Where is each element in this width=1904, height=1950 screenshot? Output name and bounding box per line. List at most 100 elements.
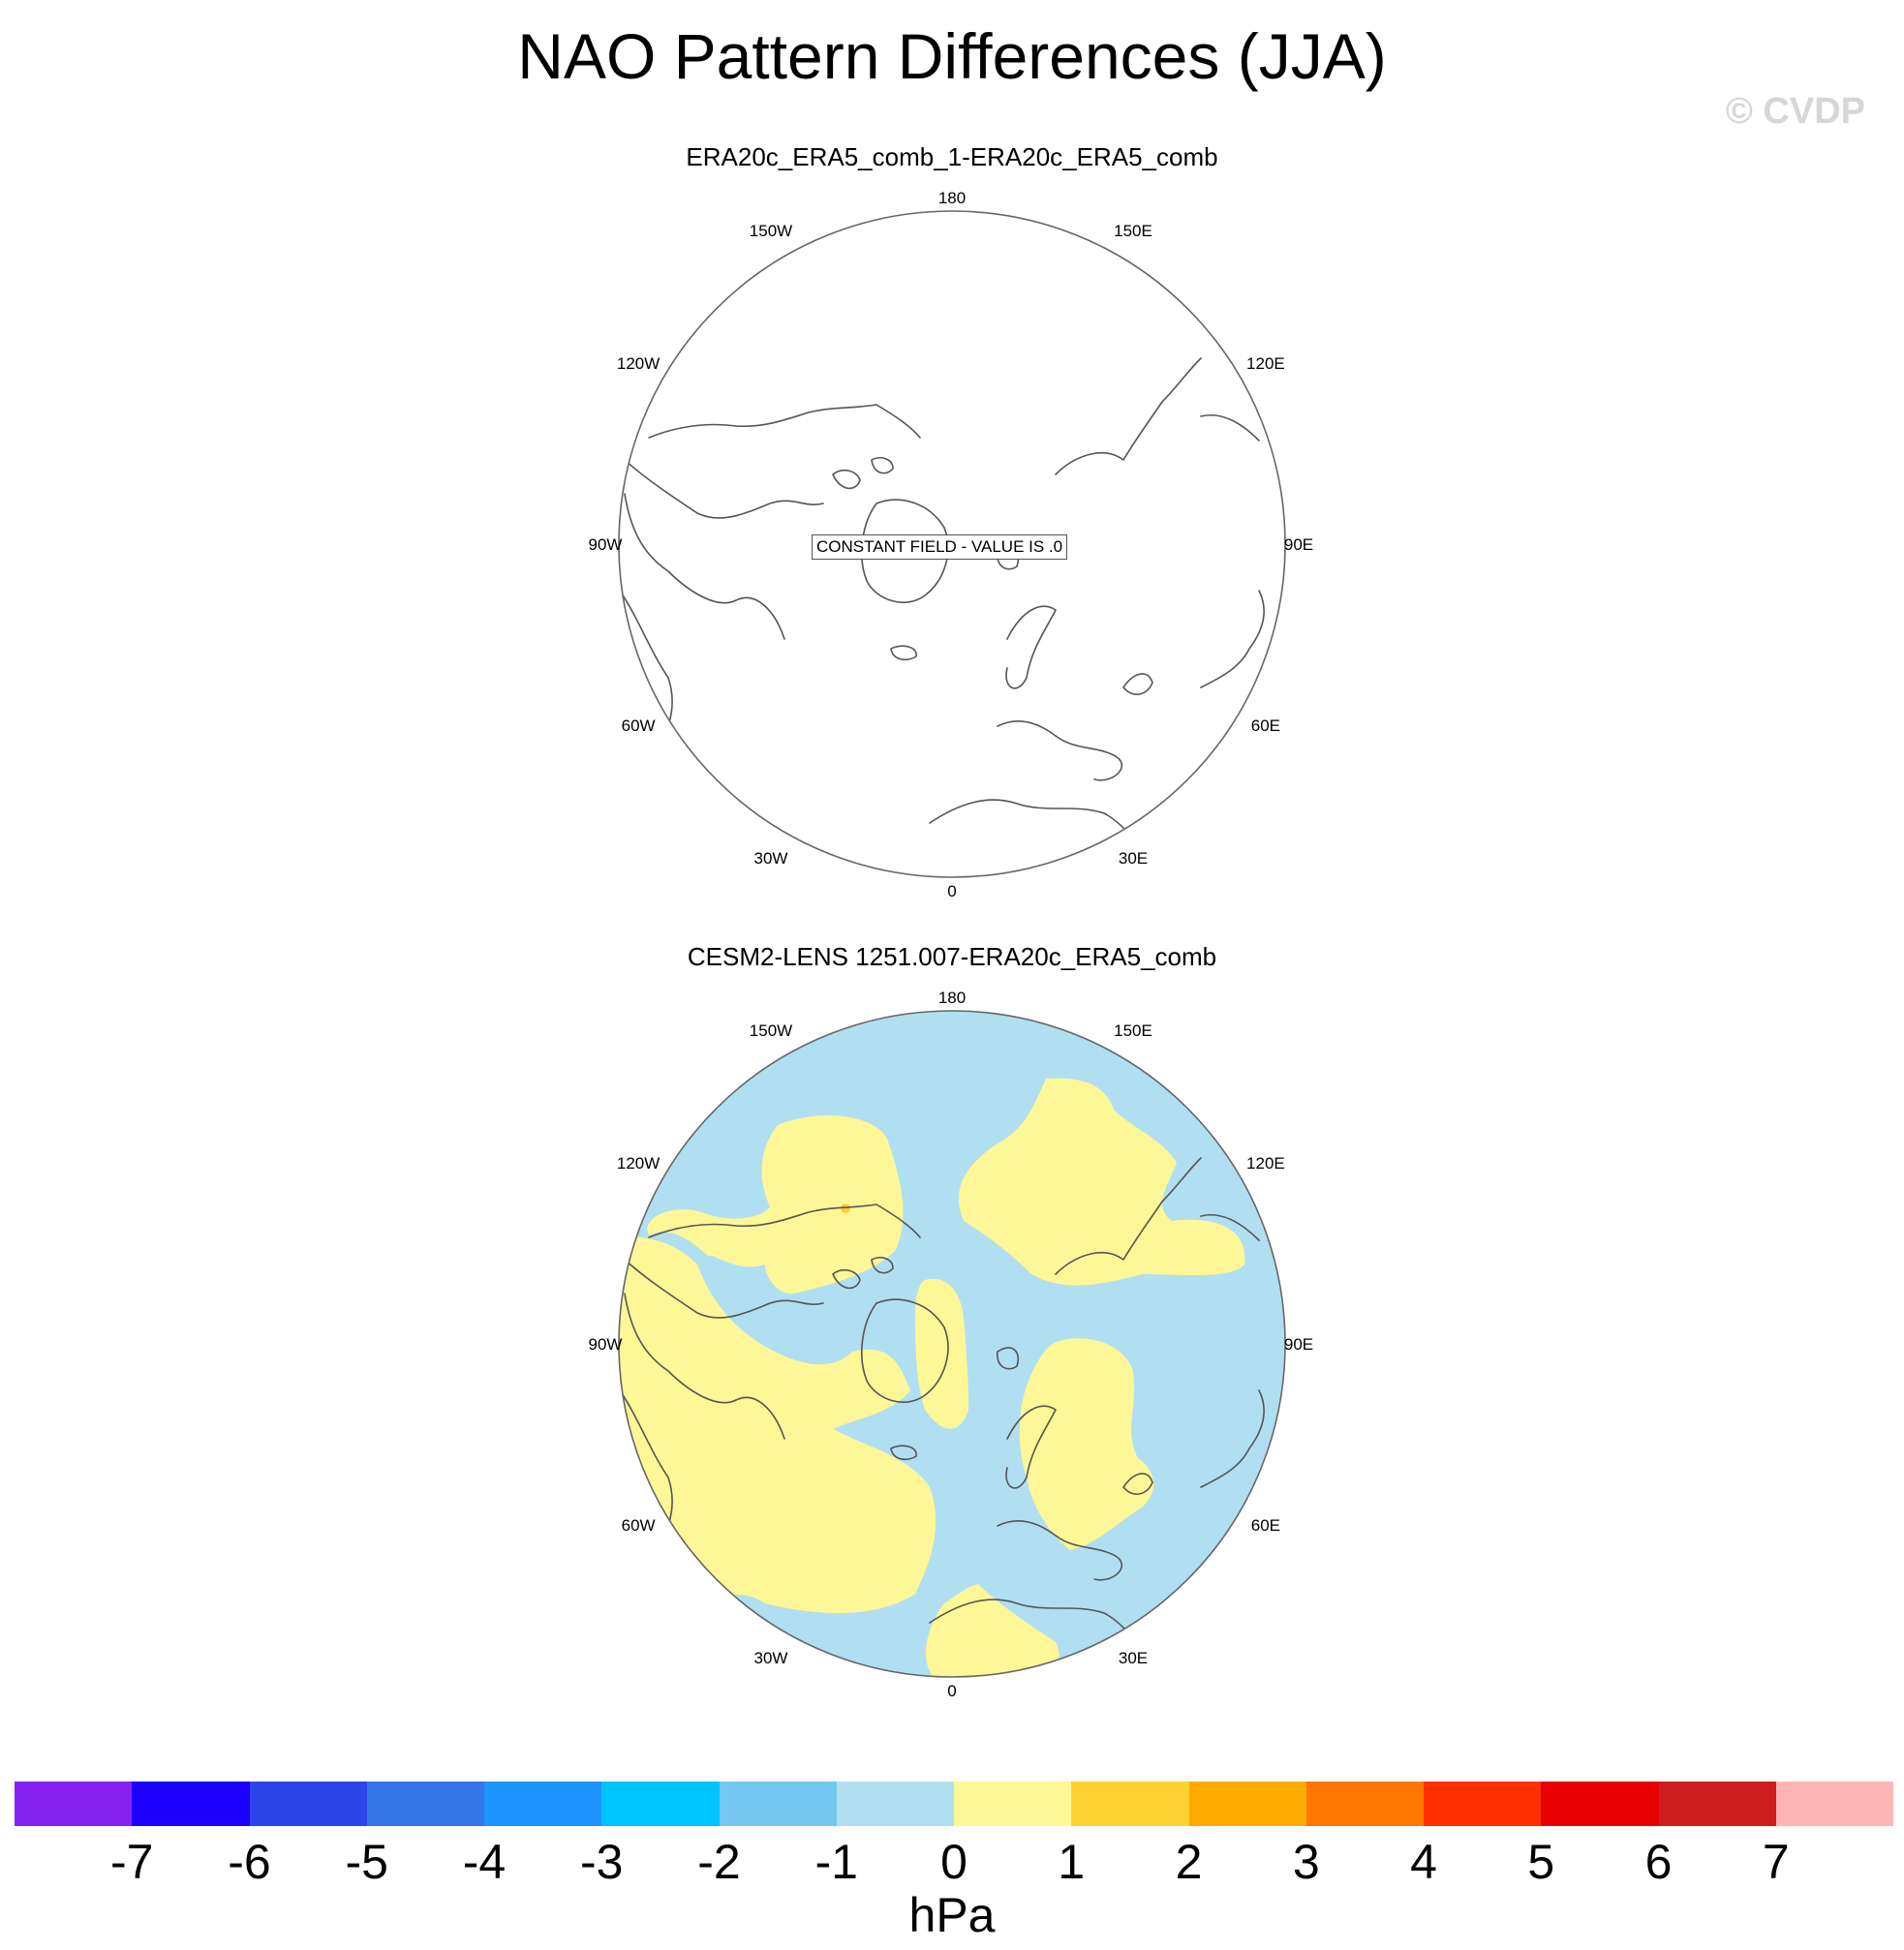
longitude-label: 0: [947, 882, 956, 900]
cvdp-watermark: © CVDP: [1725, 91, 1865, 132]
colorbar-cell: [1775, 1782, 1893, 1826]
panel-2-longitude-labels: 180 150E 120E 90E 60E 30E 0 30W 60W 90W 120W 150W: [589, 989, 1314, 1700]
colorbar-tick-label: -3: [580, 1835, 624, 1889]
longitude-label: 30W: [754, 1649, 788, 1667]
panel-2-map-border: [618, 1010, 1286, 1678]
coastline-segment: [871, 1257, 894, 1274]
colorbar-tick-label: 1: [1058, 1835, 1086, 1889]
coastline-segment: [1122, 1473, 1153, 1495]
longitude-label: 60E: [1251, 1516, 1280, 1535]
longitude-label: 30W: [754, 849, 788, 868]
figure-title: NAO Pattern Differences (JJA): [517, 20, 1387, 92]
coastline-segment: [832, 1268, 861, 1290]
longitude-label: 90W: [589, 1335, 623, 1354]
colorbar-cell: [601, 1782, 720, 1826]
colorbar-tick-label: 4: [1410, 1835, 1437, 1889]
longitude-label: 90E: [1284, 535, 1313, 554]
coastline-segment: [871, 457, 894, 474]
longitude-label: 150E: [1114, 1021, 1152, 1040]
longitude-label: 180: [938, 989, 966, 1007]
panel-2-title: CESM2-LENS 1251.007-ERA20c_ERA5_comb: [687, 942, 1217, 971]
longitude-label: 60W: [622, 1516, 656, 1535]
panel-1-longitude-labels: 180 150E 120E 90E 60E 30E 0 30W 60W 90W 120W 150W: [589, 189, 1314, 900]
coastline-segment: [624, 1293, 785, 1440]
longitude-label: 120W: [617, 354, 660, 373]
coastline-segment: [648, 1204, 921, 1238]
coastline-segment: [890, 1445, 917, 1461]
longitude-label: 30E: [1119, 849, 1148, 868]
coastline-segment: [997, 720, 1122, 781]
coastline-segment: [624, 493, 785, 640]
coastline-segment: [1200, 1389, 1265, 1488]
longitude-label: 0: [947, 1682, 956, 1700]
coastline-segment: [1200, 414, 1260, 442]
longitude-label: 120E: [1246, 1154, 1285, 1173]
longitude-label: 150W: [750, 222, 792, 240]
colorbar-units: hPa: [908, 1888, 996, 1942]
longitude-label: 120W: [617, 1154, 660, 1173]
panel-2-contour-fills: [619, 1078, 1245, 1677]
positive-region-north-africa: [926, 1584, 1059, 1677]
coastline-segment: [997, 1347, 1019, 1370]
positive-region-north-pacific: [647, 1114, 904, 1295]
coastline-segment: [861, 1298, 949, 1404]
colorbar-tick-label: -1: [814, 1835, 858, 1889]
longitude-label: 90W: [589, 535, 623, 554]
longitude-label: 90E: [1284, 1335, 1313, 1354]
coastline-segment: [1005, 1405, 1057, 1489]
colorbar-cell: [1658, 1782, 1776, 1826]
colorbar-tick-label: 6: [1644, 1835, 1673, 1889]
colorbar-cell: [1188, 1782, 1306, 1826]
longitude-label: 150W: [750, 1021, 792, 1040]
colorbar-tick-label: 7: [1762, 1835, 1790, 1889]
coastline-segment: [1055, 357, 1202, 475]
colorbar: [15, 1782, 1893, 1826]
colorbar-cell: [836, 1782, 954, 1826]
longitude-label: 60E: [1251, 716, 1280, 735]
colorbar-tick-label: 3: [1292, 1835, 1320, 1889]
colorbar-cell: [484, 1782, 602, 1826]
colorbar-cell: [1541, 1782, 1659, 1826]
colorbar-tick-label: -7: [110, 1835, 154, 1889]
colorbar-tick-label: 5: [1527, 1835, 1555, 1889]
colorbar-tick-label: 2: [1175, 1835, 1203, 1889]
positive-region-siberia: [958, 1078, 1245, 1286]
colorbar-labels: -7 -6 -5 -4 -3 -2 -1 0 1 2 3 4 5 6 7: [0, 1835, 1904, 1893]
positive-1-2-spot: [841, 1204, 850, 1213]
coastline-segment: [619, 454, 824, 519]
coastline-segment: [1200, 590, 1265, 688]
positive-region-north-america-atlantic: [619, 1235, 937, 1613]
colorbar-tick-label: -2: [697, 1835, 741, 1889]
panel-2-coastlines: [619, 1157, 1265, 1653]
longitude-label: 60W: [622, 716, 656, 735]
colorbar-cell: [249, 1782, 367, 1826]
colorbar-tick-label: -4: [462, 1835, 507, 1889]
coastline-segment: [832, 469, 861, 490]
coastline-segment: [1200, 1214, 1260, 1241]
coastline-segment: [997, 1520, 1122, 1581]
positive-region-eurasia: [1019, 1338, 1154, 1550]
panel-1-map-border: [618, 210, 1286, 878]
colorbar-tick-label: -6: [228, 1835, 271, 1889]
colorbar-cell: [719, 1782, 837, 1826]
longitude-label: 120E: [1246, 354, 1285, 373]
panel-1-title: ERA20c_ERA5_comb_1-ERA20c_ERA5_comb: [686, 142, 1218, 171]
colorbar-cell: [954, 1782, 1072, 1826]
longitude-label: 180: [938, 189, 966, 207]
coastline-segment: [1122, 673, 1153, 695]
coastline-segment: [890, 645, 917, 661]
panel-2-polar-map: 180 150E 120E 90E 60E 30E 0 30W 60W 90W 120W 150W: [589, 989, 1314, 1700]
coastline-segment: [648, 404, 921, 439]
constant-field-note: CONSTANT FIELD - VALUE IS .0: [812, 534, 1068, 560]
colorbar-cell: [366, 1782, 484, 1826]
coastline-segment: [1005, 605, 1057, 689]
colorbar-cell: [132, 1782, 250, 1826]
colorbar-cell: [1305, 1782, 1424, 1826]
colorbar-tick-label: 0: [940, 1835, 967, 1889]
colorbar-cell: [1424, 1782, 1542, 1826]
longitude-label: 30E: [1119, 1649, 1148, 1667]
longitude-label: 150E: [1114, 222, 1152, 240]
coastline-segment: [619, 1254, 824, 1319]
coastline-segment: [1055, 1157, 1202, 1275]
colorbar-cell: [15, 1782, 133, 1826]
